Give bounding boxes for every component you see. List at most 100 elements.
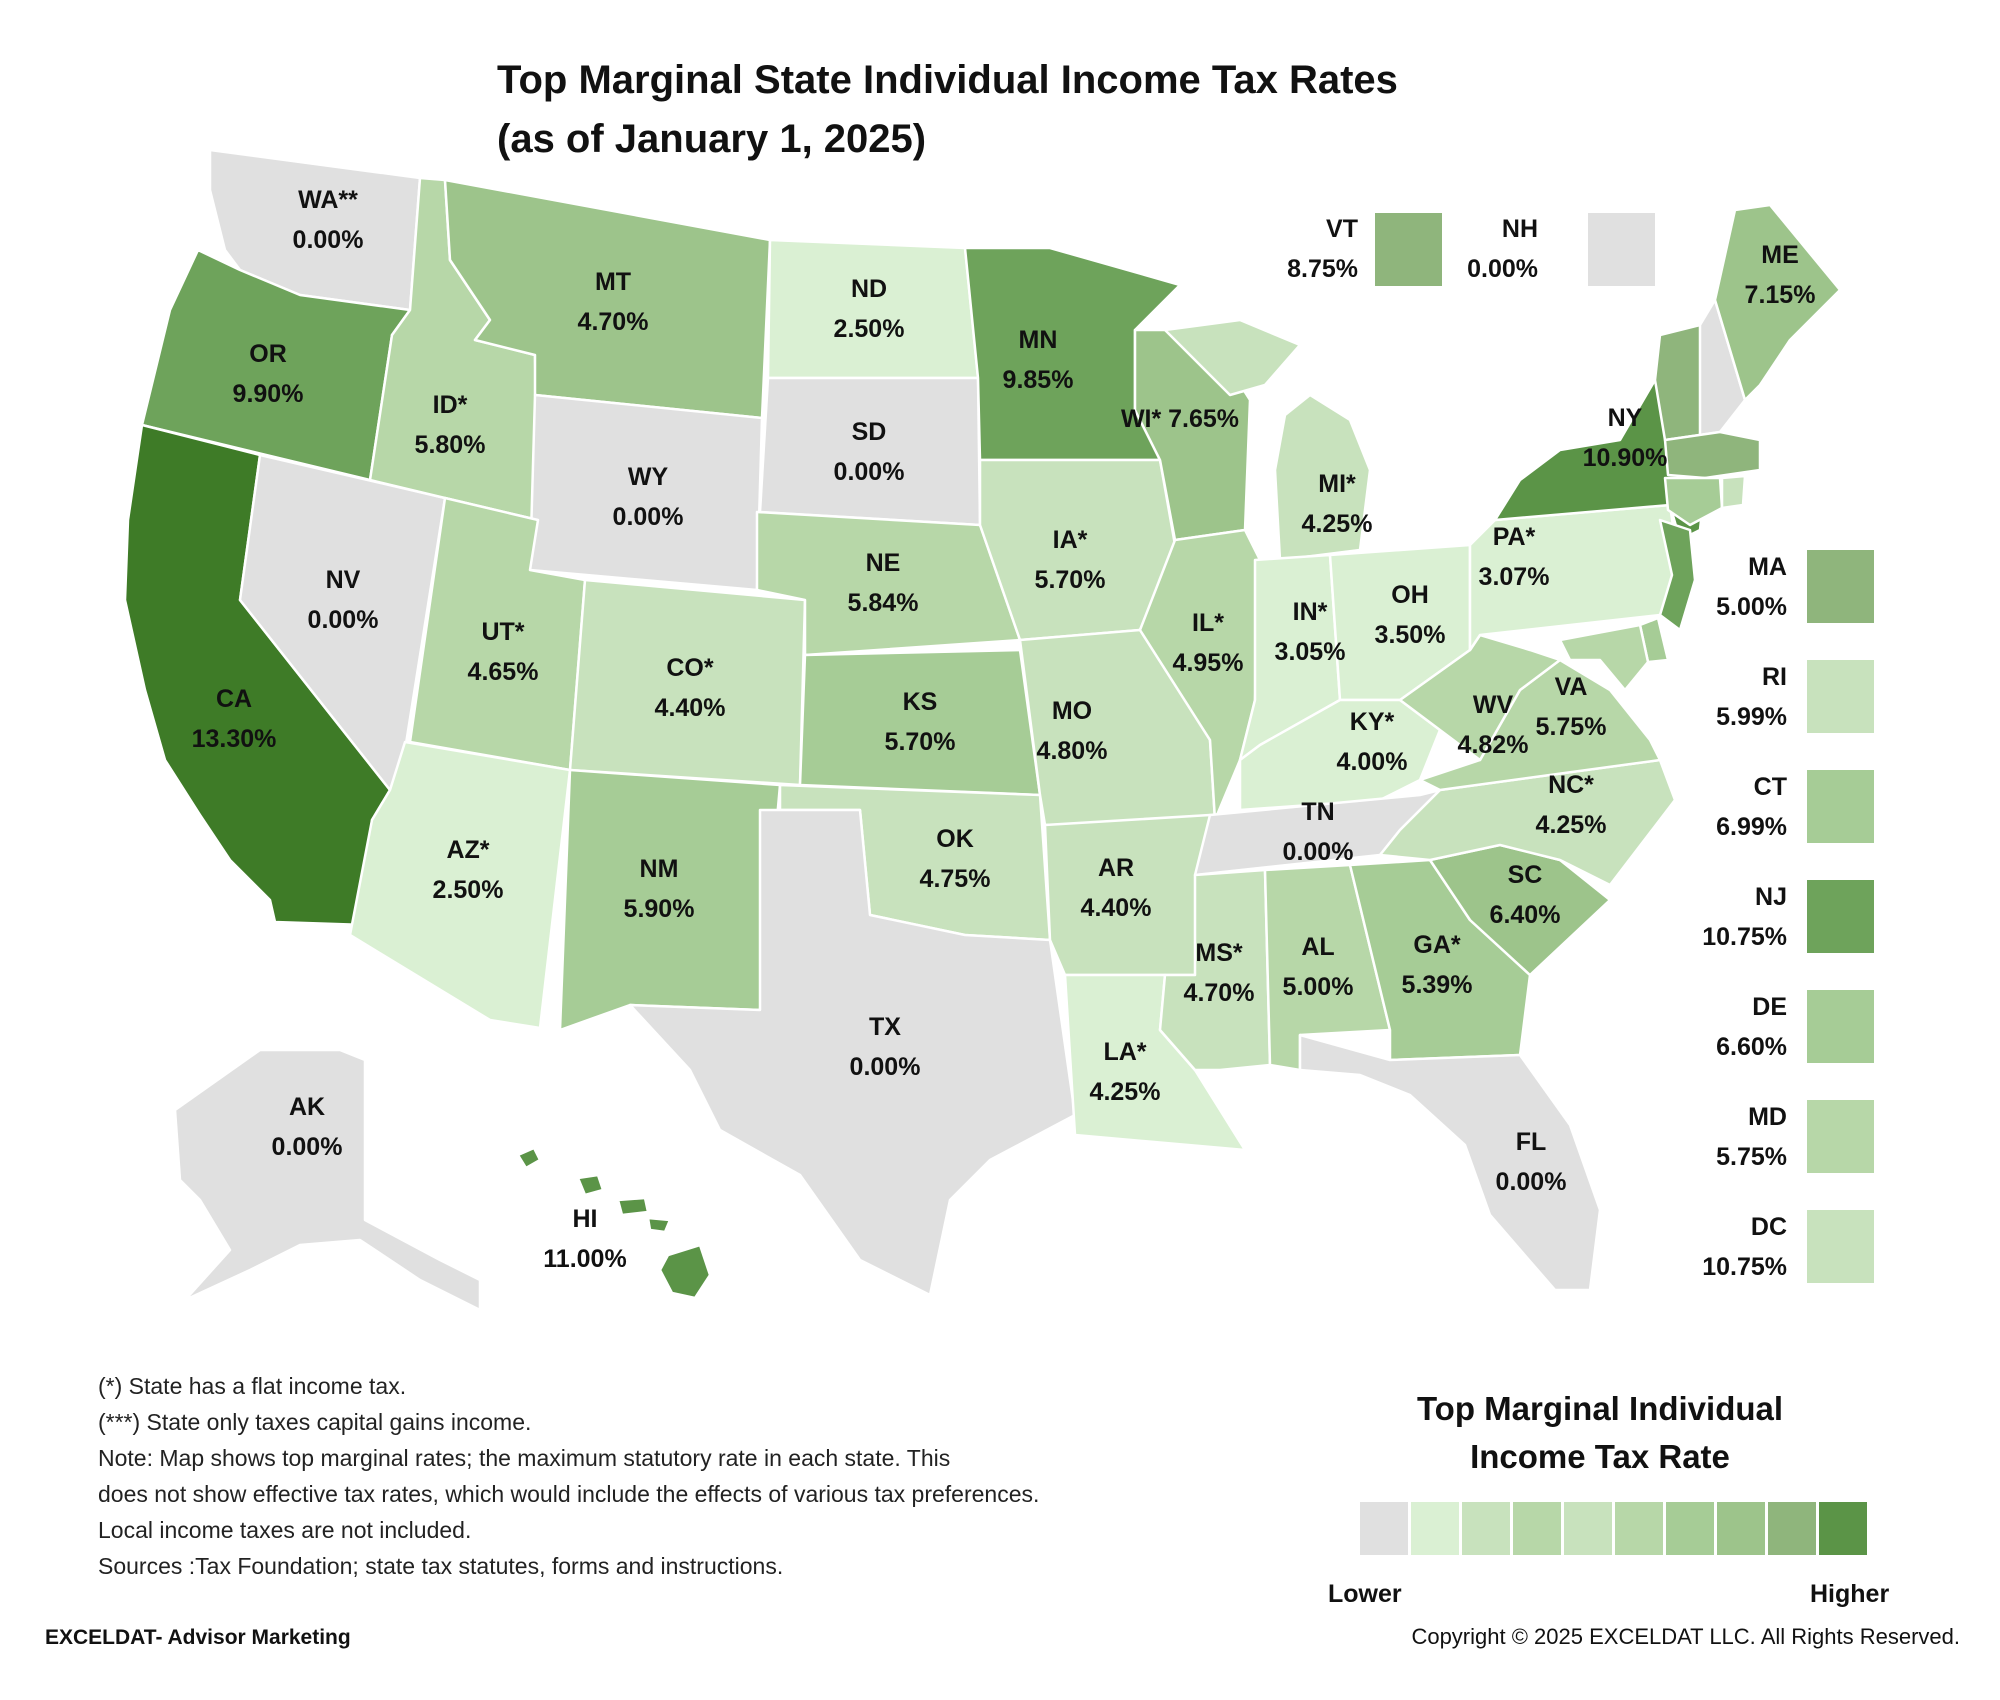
- footnotes: (*) State has a flat income tax. (***) S…: [98, 1368, 1039, 1584]
- note-flat-tax: (*) State has a flat income tax.: [98, 1373, 407, 1399]
- side-swatch-ri: [1807, 660, 1874, 733]
- state-label-or: OR: [249, 340, 287, 368]
- state-ks[interactable]: [798, 648, 1042, 797]
- state-rate-ks: 5.70%: [885, 728, 956, 756]
- callout-label-nh: NH: [1502, 215, 1538, 243]
- state-rate-wv: 4.82%: [1458, 731, 1529, 759]
- state-label-la: LA*: [1103, 1038, 1146, 1066]
- state-rate-az: 2.50%: [433, 876, 504, 904]
- state-label-sc: SC: [1508, 861, 1543, 889]
- state-nh[interactable]: [1698, 298, 1747, 437]
- state-label-al: AL: [1301, 933, 1334, 961]
- state-label-az: AZ*: [446, 836, 489, 864]
- brand-footer: EXCELDAT- Advisor Marketing: [45, 1626, 351, 1649]
- legend-title-line2: Income Tax Rate: [1470, 1438, 1730, 1475]
- state-nj[interactable]: [1658, 518, 1697, 632]
- state-ct[interactable]: [1663, 476, 1724, 527]
- state-label-nm: NM: [640, 855, 679, 883]
- state-rate-nm: 5.90%: [624, 895, 695, 923]
- state-rate-oh: 3.50%: [1375, 621, 1446, 649]
- legend-swatch-10: [1819, 1502, 1867, 1555]
- state-ri[interactable]: [1720, 474, 1747, 510]
- state-label-mo: MO: [1052, 697, 1092, 725]
- state-az[interactable]: [348, 740, 572, 1030]
- side-rate-dc: 10.75%: [1702, 1253, 1787, 1281]
- callout-rate-vt: 8.75%: [1287, 255, 1358, 283]
- state-rate-sc: 6.40%: [1490, 901, 1561, 929]
- side-label-de: DE: [1752, 993, 1787, 1021]
- state-label-me: ME: [1761, 241, 1799, 269]
- state-fl[interactable]: [1298, 1033, 1602, 1292]
- state-nd[interactable]: [766, 238, 980, 380]
- legend-swatch-6: [1615, 1502, 1663, 1555]
- state-rate-ga: 5.39%: [1402, 971, 1473, 999]
- state-label-hi: HI: [573, 1205, 598, 1233]
- state-label-in: IN*: [1293, 598, 1328, 626]
- state-label-tn: TN: [1301, 798, 1334, 826]
- map-title-line2: (as of January 1, 2025): [497, 117, 926, 161]
- state-rate-ar: 4.40%: [1081, 894, 1152, 922]
- side-rate-ri: 5.99%: [1716, 703, 1787, 731]
- side-swatch-ct: [1807, 770, 1874, 843]
- state-me[interactable]: [1713, 203, 1842, 402]
- state-label-ga: GA*: [1413, 931, 1461, 959]
- state-label-ne: NE: [866, 549, 901, 577]
- side-rate-md: 5.75%: [1716, 1143, 1787, 1171]
- state-rate-sd: 0.00%: [834, 458, 905, 486]
- legend-swatch-2: [1411, 1502, 1459, 1555]
- state-rate-va: 5.75%: [1536, 713, 1607, 741]
- side-rate-ma: 5.00%: [1716, 593, 1787, 621]
- state-rate-hi: 11.00%: [543, 1245, 626, 1273]
- side-label-ct: CT: [1754, 773, 1787, 801]
- state-rate-in: 3.05%: [1275, 638, 1346, 666]
- state-vt[interactable]: [1653, 323, 1707, 442]
- state-label-wa: WA**: [298, 186, 358, 214]
- note-sources: Sources :Tax Foundation; state tax statu…: [98, 1553, 784, 1579]
- state-co[interactable]: [568, 578, 807, 787]
- legend-swatch-9: [1768, 1502, 1816, 1555]
- state-rate-wa: 0.00%: [293, 226, 364, 254]
- state-label-sd: SD: [852, 418, 887, 446]
- side-label-dc: DC: [1751, 1213, 1787, 1241]
- state-tx[interactable]: [628, 808, 1077, 1297]
- side-rate-de: 6.60%: [1716, 1033, 1787, 1061]
- state-rate-nv: 0.00%: [308, 606, 379, 634]
- state-label-id: ID*: [433, 391, 468, 419]
- state-mt[interactable]: [443, 178, 772, 420]
- state-label-il: IL*: [1192, 609, 1224, 637]
- state-label-ok: OK: [936, 825, 974, 853]
- state-rate-pa: 3.07%: [1479, 563, 1550, 591]
- note-marginal-rates: Note: Map shows top marginal rates; the …: [98, 1445, 951, 1471]
- state-rate-ny: 10.90%: [1583, 444, 1668, 472]
- state-sd[interactable]: [758, 376, 982, 527]
- state-label-mi: MI*: [1318, 470, 1356, 498]
- state-rate-ok: 4.75%: [920, 865, 991, 893]
- legend-swatch-5: [1564, 1502, 1612, 1555]
- state-label-ut: UT*: [481, 618, 524, 646]
- state-label-mt: MT: [595, 268, 631, 296]
- callout-label-vt: VT: [1326, 215, 1358, 243]
- state-wy[interactable]: [528, 393, 764, 592]
- state-label-ny: NY: [1608, 404, 1643, 432]
- side-rate-nj: 10.75%: [1702, 923, 1787, 951]
- state-label-ar: AR: [1098, 854, 1134, 882]
- state-mi[interactable]: [1163, 318, 1372, 562]
- note-capital-gains: (***) State only taxes capital gains inc…: [98, 1409, 532, 1435]
- side-label-nj: NJ: [1755, 883, 1787, 911]
- state-rate-ky: 4.00%: [1337, 748, 1408, 776]
- state-md[interactable]: [1558, 623, 1650, 692]
- state-rate-or: 9.90%: [233, 380, 304, 408]
- copyright-footer: Copyright © 2025 EXCELDAT LLC. All Right…: [1411, 1624, 1960, 1649]
- state-rate-mo: 4.80%: [1037, 737, 1108, 765]
- state-rate-wy: 0.00%: [613, 503, 684, 531]
- state-label-pa: PA*: [1493, 523, 1536, 551]
- legend-swatch-3: [1462, 1502, 1510, 1555]
- state-ak[interactable]: [173, 1048, 482, 1312]
- state-hi[interactable]: [516, 1146, 712, 1300]
- legend-high-label: Higher: [1810, 1580, 1890, 1608]
- state-rate-ms: 4.70%: [1184, 979, 1255, 1007]
- state-ma[interactable]: [1663, 430, 1762, 480]
- map-title-line1: Top Marginal State Individual Income Tax…: [497, 58, 1398, 102]
- state-label-wy: WY: [628, 463, 669, 491]
- legend-swatch-1: [1360, 1502, 1408, 1555]
